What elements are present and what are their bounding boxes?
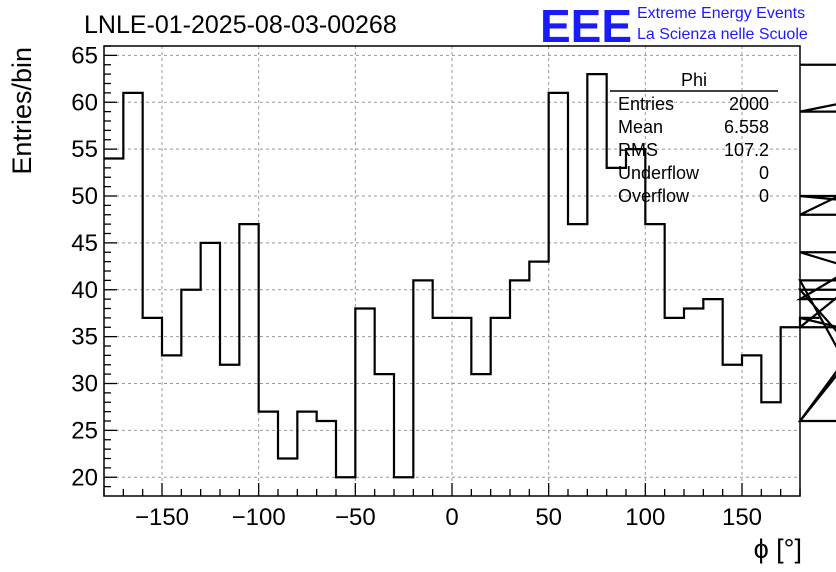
x-tick-label: 100 <box>625 504 665 531</box>
stats-label-entries: Entries <box>618 94 674 114</box>
y-tick-label: 45 <box>71 230 98 257</box>
x-tick-label: −150 <box>135 504 189 531</box>
stats-label-rms: RMS <box>618 140 658 160</box>
y-tick-label: 25 <box>71 417 98 444</box>
stats-name: Phi <box>681 70 707 90</box>
x-axis-title: ϕ [°] <box>754 534 802 564</box>
stats-value-mean: 6.558 <box>724 117 769 137</box>
stats-label-underflow: Underflow <box>618 163 700 183</box>
x-tick-label: −100 <box>232 504 286 531</box>
x-tick-label: 50 <box>535 504 562 531</box>
stats-value-entries: 2000 <box>729 94 769 114</box>
chart-title: LNLE-01-2025-08-03-00268 <box>84 11 397 39</box>
stats-box: Phi Entries 2000 Mean 6.558 RMS 107.2 Un… <box>610 70 778 206</box>
stats-value-underflow: 0 <box>759 163 769 183</box>
x-tick-label: −50 <box>335 504 376 531</box>
stats-value-overflow: 0 <box>759 186 769 206</box>
histogram-outline <box>104 63 836 479</box>
y-tick-label: 35 <box>71 324 98 351</box>
x-tick-labels: −150 −100 −50 0 50 100 150 <box>135 504 762 531</box>
logo-line1: Extreme Energy Events <box>637 5 805 22</box>
grid-lines <box>104 46 800 496</box>
x-tick-label: 150 <box>722 504 762 531</box>
stats-label-overflow: Overflow <box>618 186 690 206</box>
y-tick-label: 30 <box>71 371 98 398</box>
plot-frame <box>103 45 801 497</box>
y-tick-labels: 20 25 30 35 40 45 50 55 60 65 <box>71 42 98 491</box>
stats-label-mean: Mean <box>618 117 663 137</box>
y-tick-label: 40 <box>71 277 98 304</box>
y-tick-label: 65 <box>71 42 98 69</box>
y-axis-title: Entries/bin <box>7 47 37 175</box>
y-tick-label: 20 <box>71 464 98 491</box>
eee-logo: EEE Extreme Energy Events La Scienza nel… <box>540 0 808 52</box>
y-tick-label: 60 <box>71 89 98 116</box>
y-tick-label: 50 <box>71 183 98 210</box>
y-tick-label: 55 <box>71 136 98 163</box>
stats-value-rms: 107.2 <box>724 140 769 160</box>
logo-line2: La Scienza nelle Scuole <box>637 26 808 43</box>
x-tick-label: 0 <box>445 504 458 531</box>
logo-mark: EEE <box>540 0 632 52</box>
